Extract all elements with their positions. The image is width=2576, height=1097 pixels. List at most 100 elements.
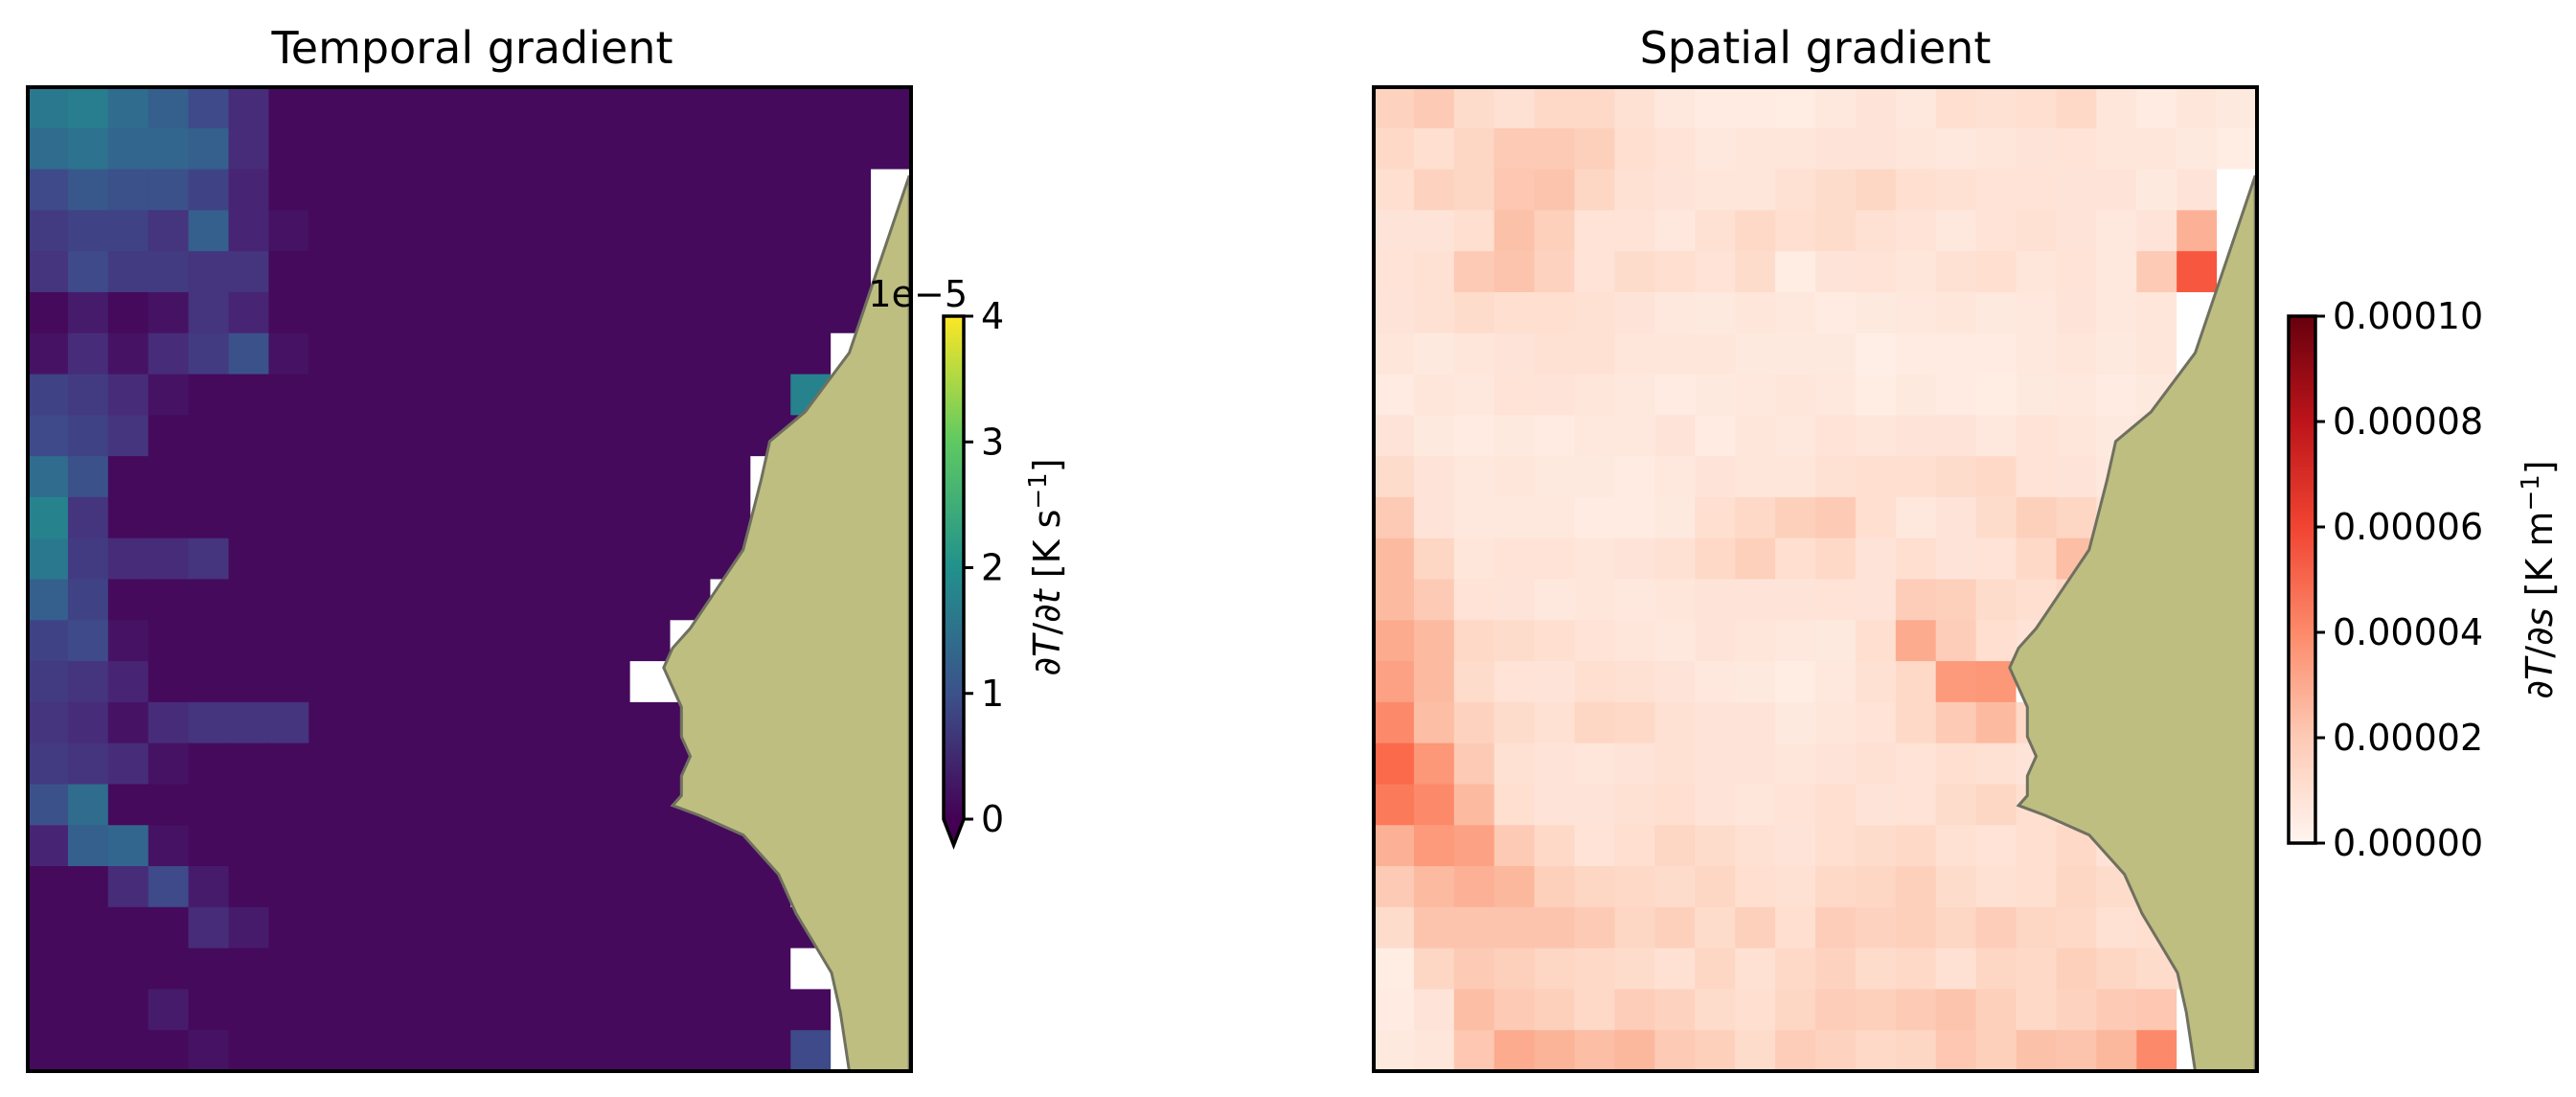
heatmap-cell [2056,127,2097,171]
heatmap-cell [1775,866,1816,908]
heatmap-cell [790,332,832,376]
heatmap-cell [1975,210,2017,252]
heatmap-cell [28,251,69,293]
heatmap-cell [67,251,109,293]
heatmap-cell [28,784,69,826]
heatmap-cell [148,743,190,786]
heatmap-cell [1654,620,1696,662]
heatmap-cell [308,906,350,949]
heatmap-cell [549,579,591,621]
heatmap-cell [228,127,270,171]
heatmap-cell [509,825,551,867]
heatmap-cell [107,251,149,293]
heatmap-cell [549,825,591,867]
heatmap-cell [1453,127,1495,171]
heatmap-cell [429,456,470,498]
heatmap-cell [28,127,69,171]
heatmap-cell [2016,1030,2058,1072]
heatmap-cell [710,210,751,252]
heatmap-cell [107,825,149,867]
heatmap-cell [1453,374,1495,416]
heatmap-cell [1735,537,1776,581]
heatmap-cell [1453,989,1495,1031]
heatmap-cell [1695,127,1736,171]
heatmap-cell [469,661,511,703]
heatmap-cell [1493,456,1536,498]
heatmap-cell [308,456,350,498]
heatmap-cell [1775,415,1816,457]
heatmap-cell [549,906,591,949]
heatmap-cell [1614,1030,1655,1072]
heatmap-cell [549,251,591,293]
heatmap-cell [1775,496,1816,539]
heatmap-cell [1574,415,1616,457]
heatmap-cell [509,332,551,376]
heatmap-cell [1574,87,1616,129]
heatmap-cell [1493,251,1536,293]
heatmap-cell [349,620,390,662]
heatmap-cell [1895,496,1937,539]
heatmap-cell [1574,169,1616,211]
heatmap-cell [1654,579,1696,621]
heatmap-cell [2016,825,2058,867]
heatmap-cell [1534,701,1576,744]
heatmap-cell [1775,661,1816,703]
heatmap-cell [429,374,470,416]
heatmap-cell [429,87,470,129]
colorbar-tick-label: 0.00000 [2333,822,2483,864]
heatmap-cell [1975,169,2017,211]
heatmap-cell [1895,701,1937,744]
heatmap-cell [509,906,551,949]
heatmap-cell [1695,251,1736,293]
heatmap-cell [2096,291,2137,334]
heatmap-cell [509,169,551,211]
heatmap-cell [1855,989,1897,1031]
heatmap-cell [67,87,109,129]
heatmap-cell [148,784,190,826]
heatmap-cell [1413,825,1455,867]
heatmap-cell [1855,620,1897,662]
heatmap-cell [2096,906,2137,949]
heatmap-cell [1775,701,1816,744]
heatmap-cell [67,374,109,416]
heatmap-cell [1895,906,1937,949]
heatmap-cell [1374,87,1415,129]
heatmap-cell [2016,87,2058,129]
heatmap-cell [28,743,69,786]
heatmap-cell [1534,743,1576,786]
heatmap-cell [107,579,149,621]
heatmap-cell [1654,210,1696,252]
colorbar-tick-label: 4 [981,295,1004,337]
heatmap-cell [1735,866,1776,908]
heatmap-cell [1413,251,1455,293]
heatmap-cell [429,866,470,908]
heatmap-cell [1574,701,1616,744]
heatmap-cell [1895,866,1937,908]
heatmap-cell [67,210,109,252]
heatmap-cell [349,784,390,826]
heatmap-cell [1975,825,2017,867]
heatmap-cell [670,989,712,1031]
heatmap-cell [549,620,591,662]
heatmap-cell [1453,210,1495,252]
heatmap-cell [509,866,551,908]
heatmap-cell [349,210,390,252]
heatmap-cell [1574,496,1616,539]
heatmap-cell [107,127,149,171]
heatmap-cell [28,948,69,991]
heatmap-cell [1574,825,1616,867]
heatmap-cell [1614,784,1655,826]
heatmap-cell [67,989,109,1031]
heatmap-cell [1534,906,1576,949]
colorbar-tick-label: 0.00004 [2333,611,2483,653]
heatmap-cell [1654,948,1696,991]
heatmap-cell [1413,620,1455,662]
heatmap-cell [1534,332,1576,376]
heatmap-cell [670,537,712,581]
heatmap-cell [790,989,832,1031]
heatmap-cell [790,251,832,293]
heatmap-cell [549,374,591,416]
heatmap-cell [1614,906,1655,949]
heatmap-cell [1895,661,1937,703]
heatmap-cell [1574,579,1616,621]
